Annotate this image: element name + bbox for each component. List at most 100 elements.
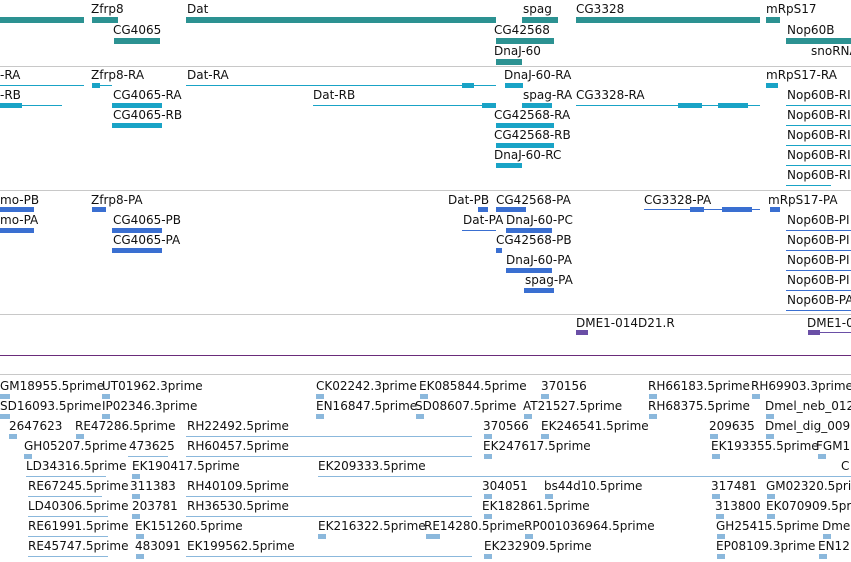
est-label[interactable]: Dmel_neb_012 bbox=[765, 399, 851, 413]
transcript-label[interactable]: Dat-RA bbox=[187, 68, 229, 82]
est-label[interactable]: 370566 bbox=[483, 419, 529, 433]
est-label[interactable]: 203781 bbox=[132, 499, 178, 513]
transcript-glyph[interactable] bbox=[786, 230, 851, 231]
est-glyph[interactable] bbox=[767, 494, 775, 499]
est-label[interactable]: GH05207.5prime bbox=[24, 439, 127, 453]
gene-glyph[interactable] bbox=[576, 17, 760, 23]
est-glyph[interactable] bbox=[712, 494, 720, 499]
est-label[interactable]: RH60457.5prime bbox=[187, 439, 289, 453]
est-label[interactable]: 473625 bbox=[129, 439, 175, 453]
est-glyph[interactable] bbox=[136, 554, 144, 559]
est-label[interactable]: RH22492.5prime bbox=[187, 419, 289, 433]
est-label[interactable]: RH36530.5prime bbox=[187, 499, 289, 513]
est-label[interactable]: 209635 bbox=[709, 419, 755, 433]
est-glyph[interactable] bbox=[545, 494, 553, 499]
est-glyph[interactable] bbox=[712, 454, 720, 459]
transcript-glyph[interactable] bbox=[786, 270, 851, 271]
transcript-label[interactable]: Nop60B-PI bbox=[787, 273, 850, 287]
est-glyph[interactable] bbox=[484, 514, 492, 519]
est-glyph[interactable] bbox=[26, 476, 106, 477]
est-label[interactable]: EK216322.5prime bbox=[318, 519, 426, 533]
gene-glyph[interactable] bbox=[766, 17, 780, 23]
transcript-label[interactable]: mRpS17-RA bbox=[766, 68, 837, 82]
gene-glyph[interactable] bbox=[496, 59, 522, 65]
transcript-glyph[interactable] bbox=[0, 85, 84, 86]
est-glyph[interactable] bbox=[823, 534, 831, 539]
est-label[interactable]: IP02346.3prime bbox=[102, 399, 198, 413]
transcript-label[interactable]: DnaJ-60-RC bbox=[494, 148, 562, 162]
est-label[interactable]: EK209333.5prime bbox=[318, 459, 426, 473]
est-glyph[interactable] bbox=[416, 414, 424, 419]
est-label[interactable]: EN16847.5prime bbox=[316, 399, 418, 413]
est-glyph[interactable] bbox=[28, 496, 102, 497]
est-label[interactable]: LD40306.5prime bbox=[28, 499, 129, 513]
transcript-glyph[interactable] bbox=[186, 85, 496, 86]
est-label[interactable]: GM02320.5prime bbox=[766, 479, 851, 493]
est-glyph[interactable] bbox=[132, 494, 140, 499]
clone-glyph[interactable] bbox=[576, 330, 588, 335]
est-label[interactable]: UT01962.3prime bbox=[102, 379, 203, 393]
transcript-label[interactable]: CG42568-RA bbox=[494, 108, 571, 122]
est-glyph[interactable] bbox=[420, 394, 428, 399]
est-label[interactable]: C bbox=[841, 459, 850, 473]
est-glyph[interactable] bbox=[0, 414, 10, 419]
est-label[interactable]: 370156 bbox=[541, 379, 587, 393]
est-glyph[interactable] bbox=[541, 434, 549, 439]
est-label[interactable]: RE47286.5prime bbox=[75, 419, 176, 433]
transcript-label[interactable]: spag-PA bbox=[525, 273, 573, 287]
est-glyph[interactable] bbox=[186, 516, 472, 517]
transcript-label[interactable]: Nop60B-PA bbox=[787, 293, 851, 307]
clone-label[interactable]: DME1-014D21.R bbox=[576, 316, 675, 330]
gene-label[interactable]: Zfrp8 bbox=[91, 2, 124, 16]
transcript-label[interactable]: Nop60B-RI bbox=[787, 108, 851, 122]
transcript-label[interactable]: CG4065-RA bbox=[113, 88, 182, 102]
est-glyph[interactable] bbox=[752, 394, 760, 399]
est-glyph[interactable] bbox=[484, 454, 492, 459]
gene-glyph[interactable] bbox=[186, 17, 496, 23]
est-glyph[interactable] bbox=[766, 434, 774, 439]
est-label[interactable]: EP08109.3prime bbox=[716, 539, 816, 553]
clone-glyph[interactable] bbox=[808, 330, 820, 335]
gene-label[interactable]: CG42568 bbox=[494, 23, 550, 37]
est-glyph[interactable] bbox=[484, 434, 492, 439]
est-label[interactable]: Dmel_dig_009 bbox=[765, 419, 851, 433]
transcript-label[interactable]: Dat-RB bbox=[313, 88, 356, 102]
transcript-glyph[interactable] bbox=[462, 230, 496, 231]
est-label[interactable]: FGM1 bbox=[816, 439, 851, 453]
transcript-label[interactable]: CG3328-PA bbox=[644, 193, 712, 207]
est-glyph[interactable] bbox=[102, 414, 110, 419]
gene-label[interactable]: Dat bbox=[187, 2, 209, 16]
est-glyph[interactable] bbox=[136, 534, 144, 539]
est-label[interactable]: 311383 bbox=[130, 479, 176, 493]
transcript-label[interactable]: CG4065-PA bbox=[113, 233, 181, 247]
transcript-label[interactable]: CG3328-RA bbox=[576, 88, 645, 102]
transcript-glyph[interactable] bbox=[786, 310, 851, 311]
est-glyph[interactable] bbox=[766, 414, 774, 419]
est-glyph[interactable] bbox=[9, 434, 17, 439]
est-label[interactable]: RH40109.5prime bbox=[187, 479, 289, 493]
transcript-label[interactable]: CG42568-RB bbox=[494, 128, 571, 142]
transcript-label[interactable]: mo-PB bbox=[0, 193, 40, 207]
est-glyph[interactable] bbox=[484, 494, 492, 499]
est-glyph[interactable] bbox=[132, 474, 140, 479]
est-glyph[interactable] bbox=[649, 414, 657, 419]
transcript-label[interactable]: spag-RA bbox=[523, 88, 573, 102]
est-label[interactable]: EN12 bbox=[818, 539, 850, 553]
est-label[interactable]: RE67245.5prime bbox=[28, 479, 129, 493]
transcript-glyph[interactable] bbox=[92, 85, 112, 86]
est-glyph[interactable] bbox=[819, 554, 827, 559]
est-glyph[interactable] bbox=[710, 434, 718, 439]
gene-label[interactable]: DnaJ-60 bbox=[494, 44, 541, 58]
transcript-label[interactable]: Nop60B-RI bbox=[787, 148, 851, 162]
gene-label[interactable]: CG3328 bbox=[576, 2, 625, 16]
est-label[interactable]: EK182861.5prime bbox=[482, 499, 590, 513]
gene-glyph[interactable] bbox=[522, 17, 558, 23]
est-label[interactable]: GH25415.5prime bbox=[716, 519, 819, 533]
est-label[interactable]: EK151260.5prime bbox=[135, 519, 243, 533]
est-glyph[interactable] bbox=[0, 394, 10, 399]
est-label[interactable]: 2647623 bbox=[9, 419, 63, 433]
transcript-glyph[interactable] bbox=[576, 105, 760, 106]
est-glyph[interactable] bbox=[541, 394, 549, 399]
est-glyph[interactable] bbox=[818, 454, 826, 459]
transcript-label[interactable]: DnaJ-60-PA bbox=[506, 253, 572, 267]
